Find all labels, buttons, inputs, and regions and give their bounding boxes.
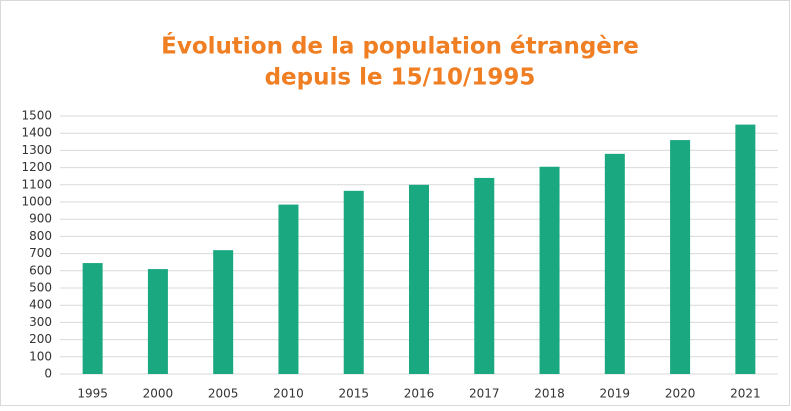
x-tick-label: 1995: [77, 387, 108, 401]
y-tick-label: 700: [29, 246, 52, 260]
bar: [474, 177, 495, 374]
y-tick-label: 600: [29, 263, 52, 277]
y-tick-label: 300: [29, 315, 52, 329]
bar: [539, 166, 560, 374]
y-tick-label: 900: [29, 212, 52, 226]
x-tick-label: 2019: [600, 387, 631, 401]
x-tick-label: 2020: [665, 387, 696, 401]
y-tick-label: 200: [29, 332, 52, 346]
chart-title: depuis le 15/10/1995: [265, 65, 536, 91]
y-tick-label: 1300: [21, 143, 52, 157]
bar: [670, 140, 691, 374]
chart-title: Évolution de la population étrangère: [161, 32, 639, 60]
bar: [278, 204, 299, 374]
x-tick-label: 2010: [273, 387, 304, 401]
x-tick-label: 2000: [143, 387, 174, 401]
y-tick-label: 1200: [21, 160, 52, 174]
x-tick-label: 2005: [208, 387, 239, 401]
y-tick-label: 500: [29, 281, 52, 295]
y-tick-label: 1500: [21, 109, 52, 123]
y-tick-label: 0: [44, 367, 52, 381]
x-tick-label: 2021: [730, 387, 761, 401]
y-tick-label: 100: [29, 349, 52, 363]
x-tick-label: 2017: [469, 387, 500, 401]
y-tick-label: 400: [29, 298, 52, 312]
x-tick-label: 2016: [404, 387, 435, 401]
bar: [82, 263, 103, 374]
y-tick-label: 800: [29, 229, 52, 243]
bar: [604, 153, 625, 374]
bar: [409, 184, 429, 374]
y-tick-label: 1100: [21, 177, 52, 191]
x-tick-label: 2015: [338, 387, 369, 401]
bar: [735, 124, 756, 374]
y-tick-label: 1000: [21, 195, 52, 209]
bar: [147, 269, 168, 374]
bar: [343, 190, 364, 374]
y-tick-label: 1400: [21, 126, 52, 140]
bar: [213, 250, 234, 374]
x-tick-label: 2018: [534, 387, 565, 401]
